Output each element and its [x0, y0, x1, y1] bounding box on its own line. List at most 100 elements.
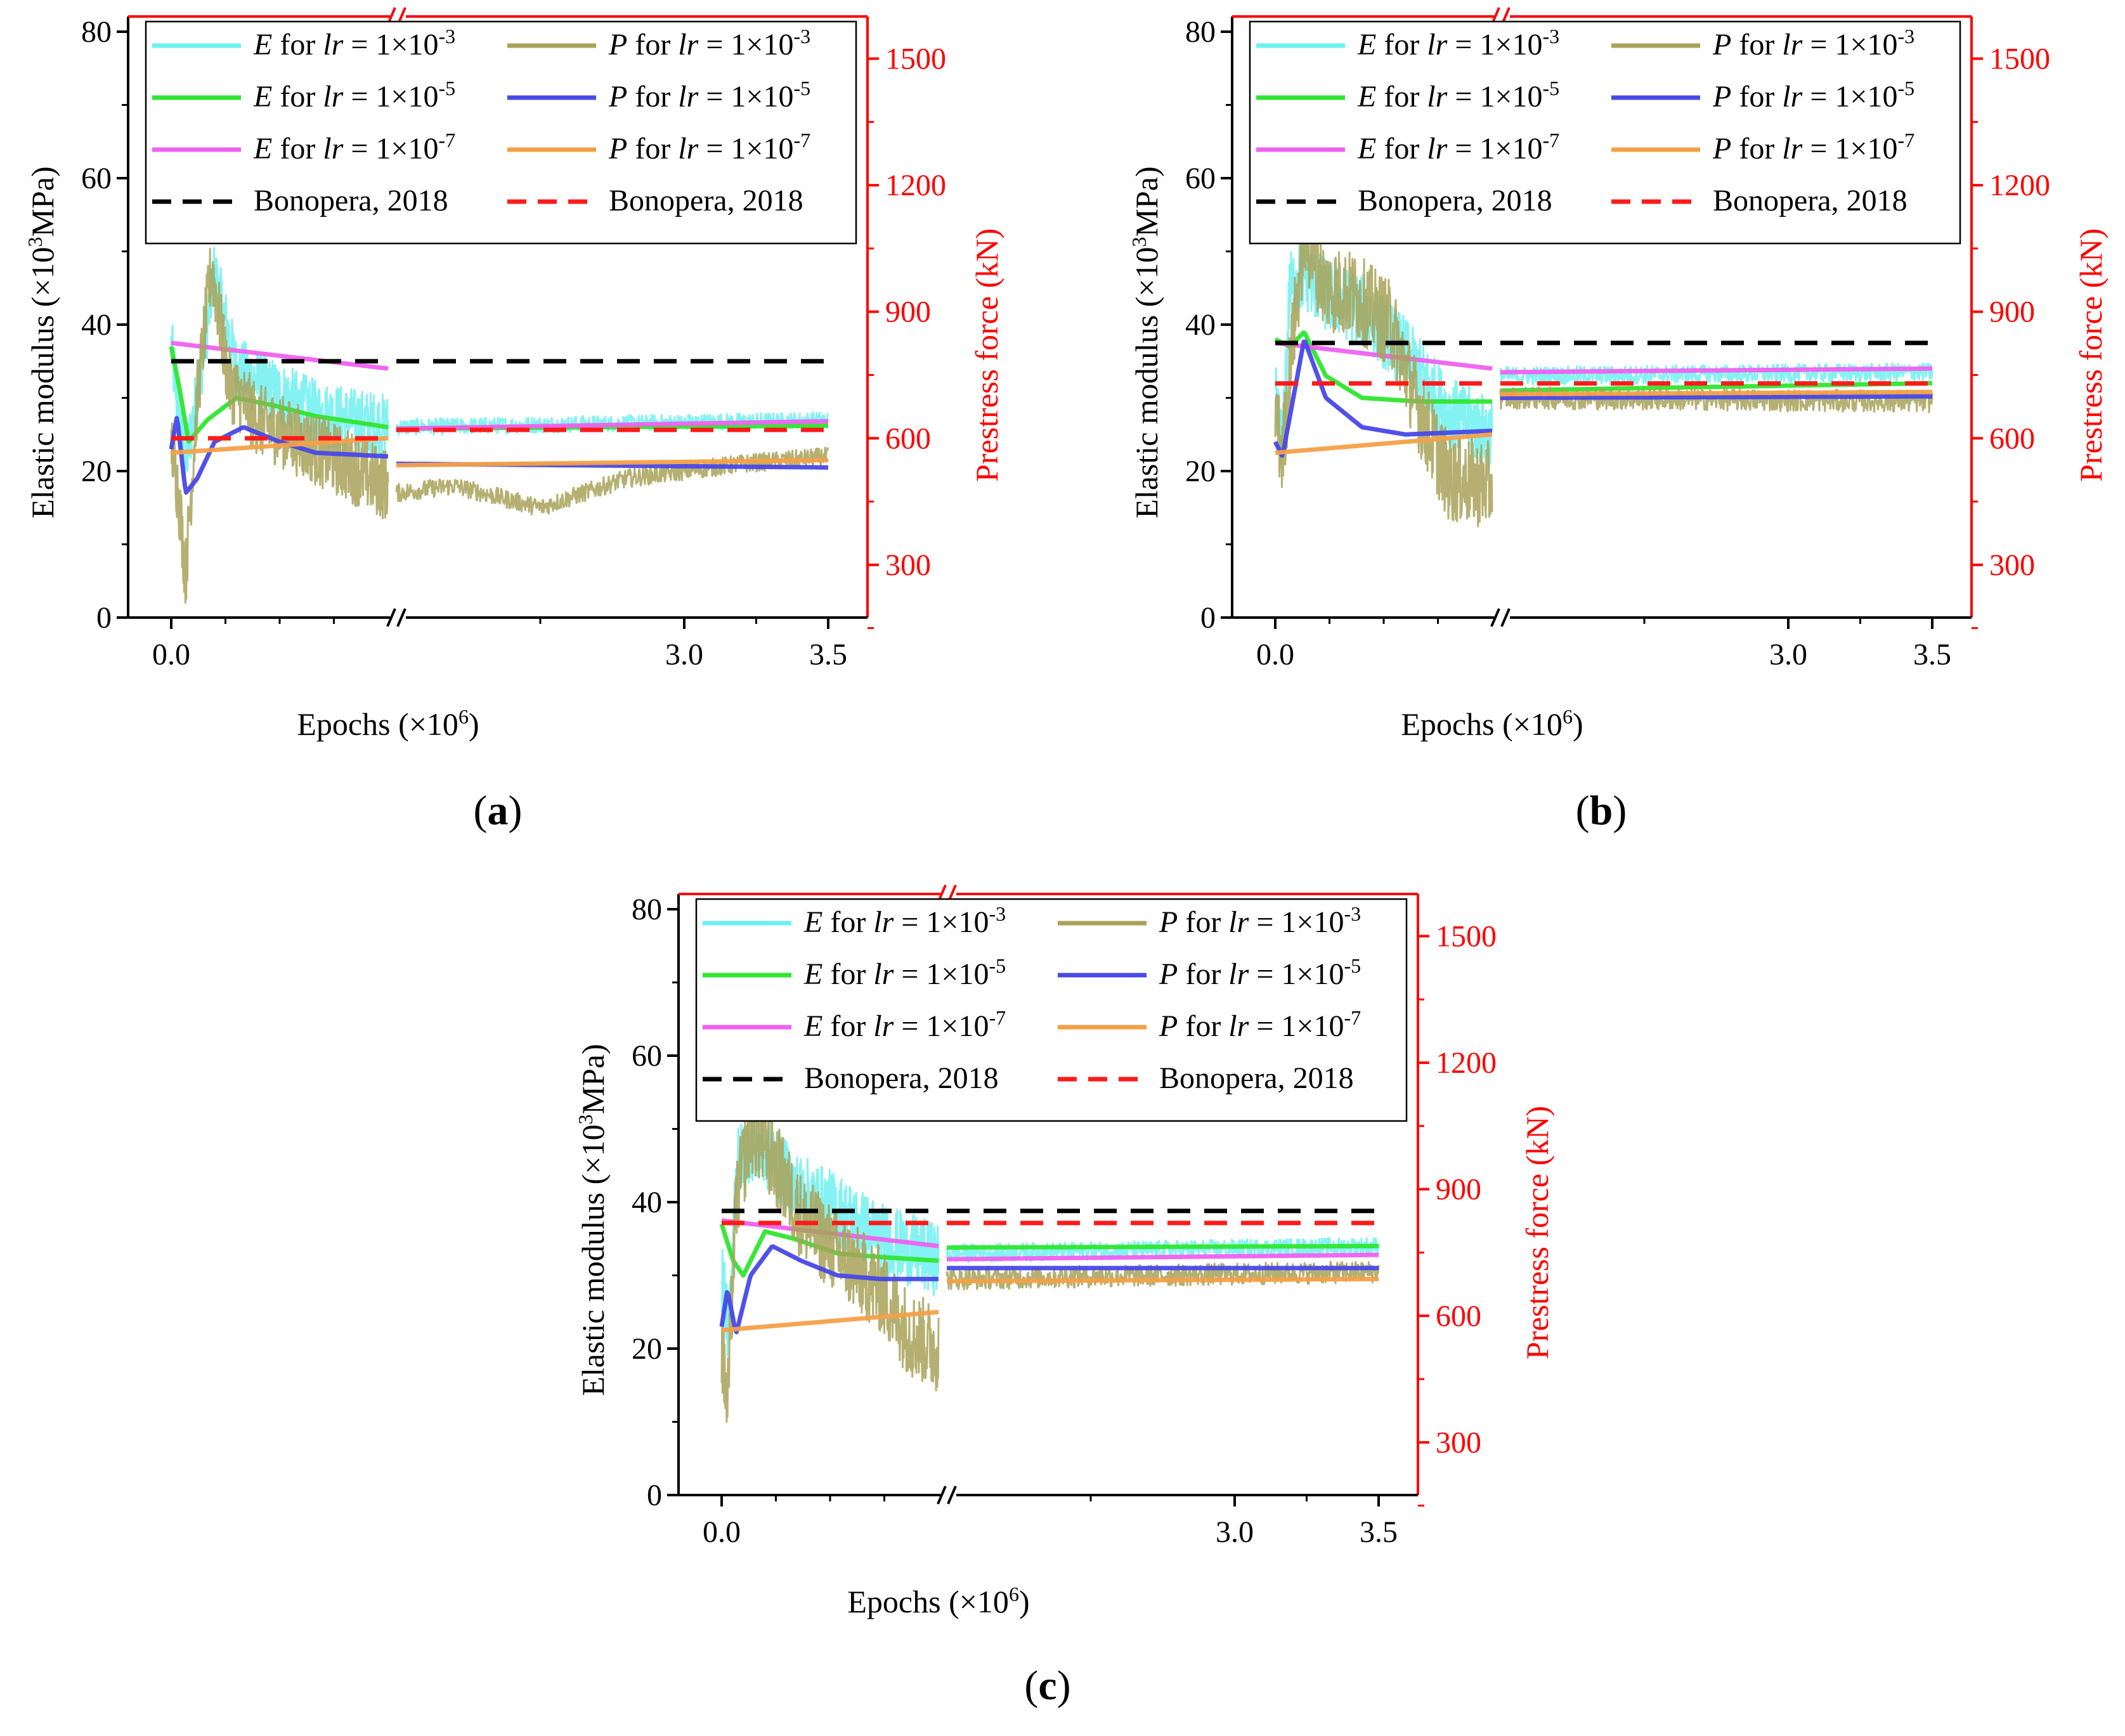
y-tick-label: 80 — [81, 15, 112, 49]
x-tick-label: 3.0 — [1769, 638, 1807, 671]
legend-entry-lr: lr — [1782, 28, 1802, 62]
legend-entry-var: P — [608, 132, 627, 165]
chart-panel-c: 0 20 40 60 80 300 600 900 1200 1500 0.0 3.0 3.5 Epoch… — [574, 884, 1555, 1619]
legend-entry: E for lr = 1×10-5 — [803, 954, 1006, 991]
y-tick-label: 20 — [1185, 455, 1216, 488]
legend-entry-exp: -5 — [1897, 77, 1914, 100]
legend-entry-exp: -5 — [438, 77, 455, 100]
series-line-6-seg1 — [720, 1309, 940, 1333]
legend-entry-var: E — [253, 28, 272, 62]
series-line-1-seg2 — [1499, 362, 1933, 386]
legend-box — [1249, 20, 1961, 245]
panel-label-close: ) — [1057, 1662, 1071, 1709]
y2-axis-title: Prestress force (kN) — [969, 228, 1004, 482]
legend-entry-lr: lr — [1782, 80, 1802, 113]
legend-entry-var: E — [253, 80, 272, 113]
legend-entry-text: Bonopera, 2018 — [609, 184, 803, 217]
legend-entry-eq: = 1×10 — [894, 1009, 989, 1043]
y2-tick-label: 1500 — [1436, 920, 1497, 954]
y-tick-label: 40 — [632, 1186, 662, 1219]
legend-entry: E for lr = 1×10-7 — [1357, 129, 1559, 165]
panel-label-open: ( — [1024, 1662, 1038, 1709]
axis-break-mark-bottom-2 — [947, 1486, 957, 1505]
chart-panel-a: 0 20 40 60 80 300 600 900 1200 1500 0.0 3.0 3.5 Epoch… — [23, 7, 1004, 742]
legend-entry-text: Bonopera, 2018 — [1358, 184, 1552, 217]
legend-entry-eq: = 1×10 — [698, 28, 793, 62]
y2-axis-title: Prestress force (kN) — [2073, 228, 2109, 482]
legend-entry-for: for — [627, 28, 678, 62]
legend-entry: P for lr = 1×10-5 — [608, 77, 810, 113]
legend-entry-var: P — [1712, 28, 1731, 62]
y2-tick-label: 600 — [1436, 1299, 1481, 1333]
legend-entry-for: for — [272, 28, 323, 62]
y-axis-title-text: Elastic modulus (×10 — [25, 247, 60, 518]
legend-entry-eq: = 1×10 — [1447, 132, 1542, 165]
series-group — [1273, 198, 1933, 528]
legend-entry-eq: = 1×10 — [1802, 132, 1897, 165]
y2-tick-label: 300 — [1989, 548, 2035, 582]
legend-entry: Bonopera, 2018 — [609, 184, 803, 217]
legend-entry: Bonopera, 2018 — [1358, 184, 1552, 217]
legend: E for lr = 1×10-3 P for lr = 1×10-3E for … — [145, 20, 857, 245]
legend-entry: P for lr = 1×10-7 — [1159, 1006, 1361, 1043]
y2-tick-label: 600 — [1989, 422, 2035, 455]
legend-entry-for: for — [1178, 905, 1228, 939]
legend-entry-exp: -3 — [989, 902, 1006, 925]
legend-entry-exp: -3 — [793, 25, 810, 48]
x-axis-title-exp: 6 — [1009, 1583, 1019, 1605]
x-tick-label: 3.5 — [1360, 1515, 1398, 1549]
legend-entry-lr: lr — [1228, 1009, 1249, 1043]
series-line-6-seg2 — [1500, 389, 1932, 397]
legend-entry-for: for — [1178, 1009, 1228, 1043]
legend-entry-var: P — [608, 28, 627, 62]
y2-tick-label: 1500 — [885, 42, 946, 76]
legend-entry: P for lr = 1×10-3 — [608, 25, 810, 62]
y2-tick-label: 1200 — [1436, 1046, 1497, 1080]
legend-entry: Bonopera, 2018 — [254, 184, 448, 217]
x-tick-label: 3.5 — [1913, 638, 1951, 671]
series-line-2-seg2 — [947, 1243, 1379, 1250]
axes: 0 20 40 60 80 300 600 900 1200 1500 0.0 3.0 3.5 Epoch… — [1127, 7, 2109, 742]
legend-entry: P for lr = 1×10-7 — [608, 129, 810, 165]
legend-box — [695, 898, 1408, 1122]
legend-entry-lr: lr — [873, 905, 894, 939]
legend-entry-exp: -7 — [1344, 1006, 1361, 1029]
legend-entry-for: for — [1178, 957, 1228, 991]
legend-entry: P for lr = 1×10-7 — [1712, 129, 1914, 165]
panel-label-close: ) — [1613, 787, 1627, 834]
axes: 0 20 40 60 80 300 600 900 1200 1500 0.0 3.0 3.5 Epoch… — [23, 7, 1004, 742]
y2-tick-label: 900 — [1989, 295, 2035, 329]
legend-entry: Bonopera, 2018 — [804, 1061, 999, 1095]
legend-entry-lr: lr — [1427, 132, 1447, 165]
legend-entry-text: Bonopera, 2018 — [254, 184, 448, 217]
legend-entry-var: P — [1159, 1009, 1178, 1043]
series-line-4-seg2 — [395, 446, 829, 516]
legend-entry-var: E — [1357, 80, 1376, 113]
series-line-6-seg2 — [396, 458, 828, 468]
legend-entry-lr: lr — [1228, 957, 1249, 991]
legend-entry-eq: = 1×10 — [1802, 28, 1897, 62]
series-line-4-seg1 — [1274, 198, 1493, 528]
series-line-5-seg1 — [169, 416, 389, 495]
legend-entry-exp: -3 — [1542, 25, 1559, 48]
y-tick-label: 0 — [96, 601, 112, 635]
legend-entry-text: Bonopera, 2018 — [1713, 184, 1907, 217]
y-tick-label: 0 — [647, 1479, 662, 1512]
legend-entry-for: for — [1731, 80, 1782, 113]
legend-entry-eq: = 1×10 — [1249, 905, 1344, 939]
axis-break-mark-bottom-2 — [1500, 608, 1511, 627]
series-line-2-seg2 — [1500, 380, 1933, 393]
legend-entry-exp: -5 — [989, 954, 1006, 977]
legend-entry-exp: -3 — [438, 25, 455, 48]
legend-entry-eq: = 1×10 — [343, 80, 438, 113]
legend-entry: P for lr = 1×10-3 — [1712, 25, 1914, 62]
legend-entry: P for lr = 1×10-5 — [1712, 77, 1914, 113]
legend-entry-for: for — [272, 80, 323, 113]
panel-label-open: ( — [1576, 787, 1590, 834]
legend-entry-eq: = 1×10 — [1802, 80, 1897, 113]
panel-label-letter: a — [488, 787, 509, 834]
y-axis-title: Elastic modulus (×103MPa) — [1127, 166, 1164, 518]
legend-entry: Bonopera, 2018 — [1159, 1061, 1354, 1095]
series-group — [169, 247, 829, 604]
